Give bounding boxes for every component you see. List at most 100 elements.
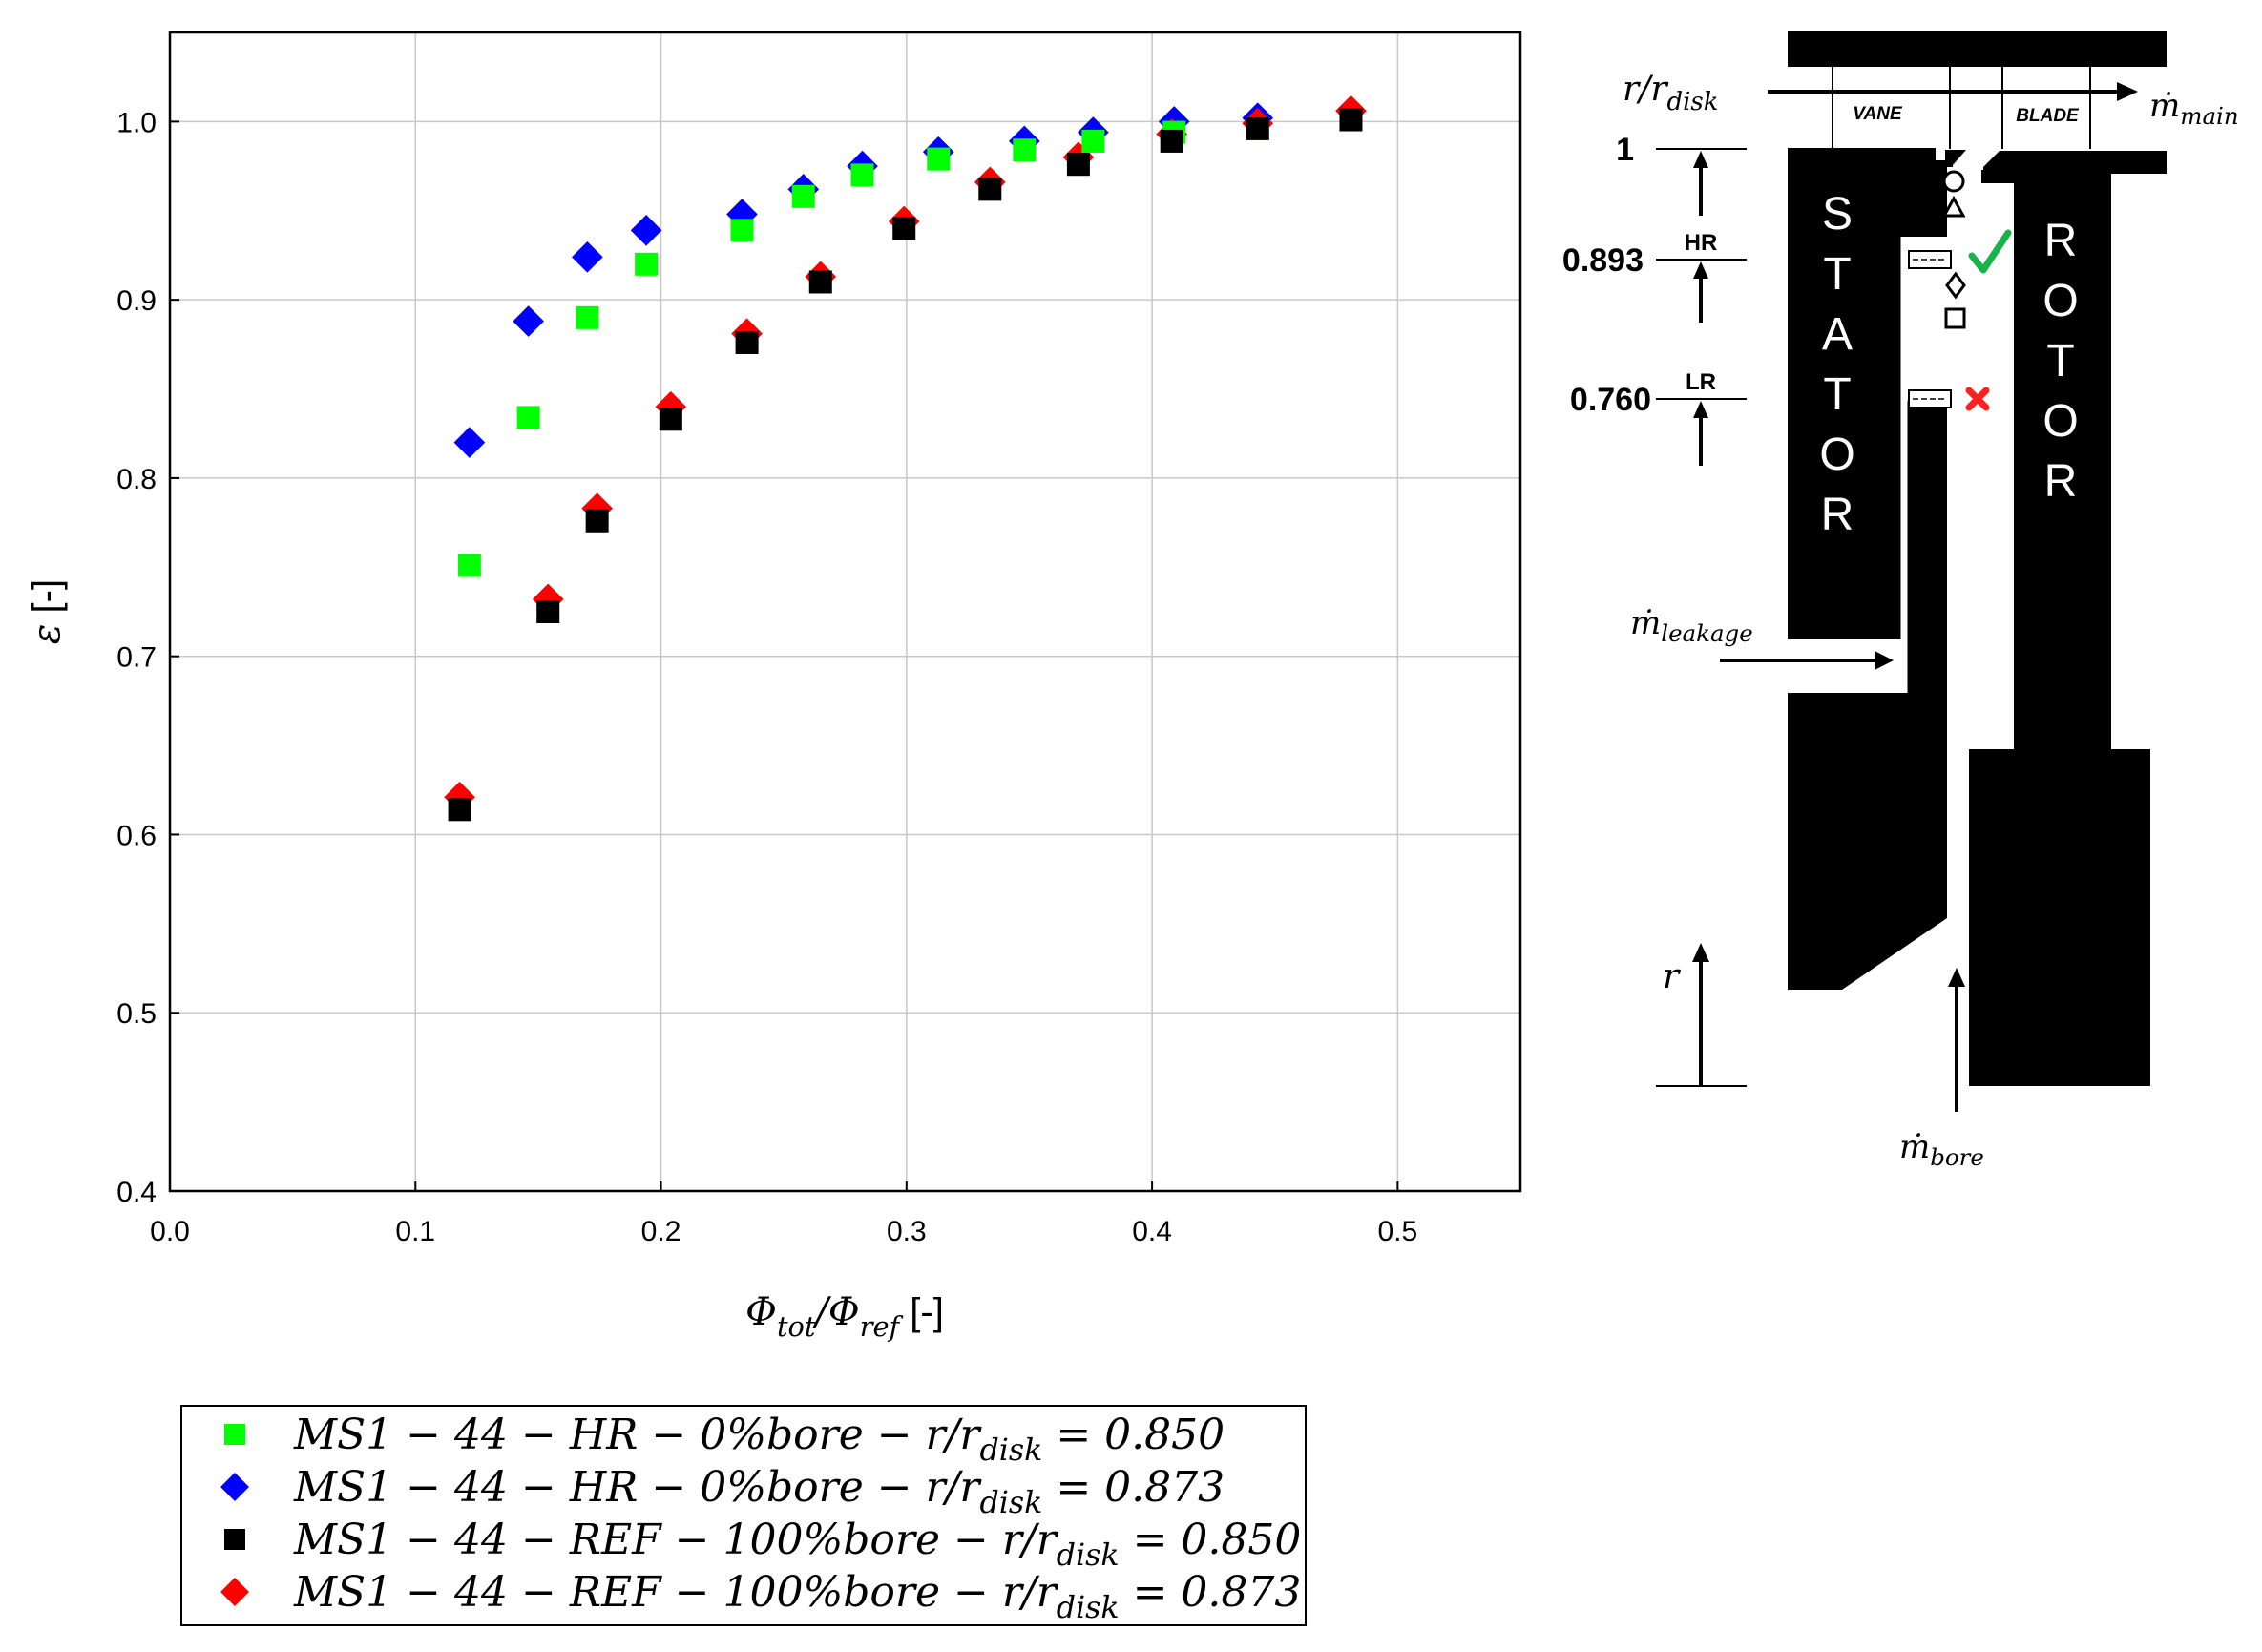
rotor-letter: O <box>2042 396 2078 447</box>
y-tick-label: 0.7 <box>116 642 157 674</box>
data-point <box>808 270 832 294</box>
legend-label: MS1 − 44 − REF − 100%bore − r/rdisk = 0.… <box>293 1568 1301 1625</box>
legend-marker <box>220 1578 249 1606</box>
data-point <box>572 241 603 273</box>
circle-marker <box>1942 170 1965 193</box>
data-point <box>513 305 544 337</box>
hr-label: HR <box>1685 230 1718 256</box>
probe-hr <box>1908 250 1952 269</box>
rotor-letter: T <box>2046 336 2074 387</box>
legend-label: MS1 − 44 − HR − 0%bore − r/rdisk = 0.873 <box>293 1463 1225 1520</box>
square-marker <box>1944 307 1966 329</box>
stator-letter: A <box>1822 309 1853 360</box>
lr-label: LR <box>1686 369 1716 395</box>
legend-items: MS1 − 44 − HR − 0%bore − r/rdisk = 0.850… <box>220 1411 1301 1625</box>
legend-label: MS1 − 44 − HR − 0%bore − r/rdisk = 0.850 <box>293 1411 1225 1468</box>
rotor-letter: R <box>2044 456 2078 507</box>
m-leakage-label: ṁleakage <box>1630 604 1753 647</box>
y-tick-label: 0.6 <box>116 820 157 851</box>
data-point <box>448 798 471 822</box>
data-point <box>516 406 540 429</box>
markers <box>444 94 1367 822</box>
legend-marker <box>224 1424 245 1445</box>
data-point <box>1339 108 1363 132</box>
legend-marker <box>224 1529 245 1550</box>
grid <box>169 32 1520 1192</box>
stator-letter: R <box>1821 490 1854 540</box>
data-point <box>585 509 609 533</box>
stator-lower <box>1788 401 1947 990</box>
stator-letter: S <box>1822 189 1853 240</box>
plot-background <box>170 32 1520 1191</box>
data-point <box>576 305 599 329</box>
blade-label: BLADE <box>2016 106 2080 126</box>
x-tick-label: 0.0 <box>150 1216 190 1247</box>
rr-disk-label: r/rdisk <box>1623 70 1718 116</box>
series-2 <box>448 108 1363 822</box>
data-point <box>735 330 759 354</box>
data-point <box>1246 116 1269 140</box>
stator-letter: T <box>1823 249 1851 300</box>
y-tick-label: 0.9 <box>116 285 157 317</box>
level-1-value: 1 <box>1616 132 1634 168</box>
r-axis-label: r <box>1663 957 1681 996</box>
x-axis-title: Φtot/Φref [-] <box>745 1290 944 1343</box>
data-point <box>978 178 1002 201</box>
data-point <box>453 427 486 458</box>
rotor-tip <box>1981 170 2014 183</box>
stator-letter: T <box>1823 369 1851 420</box>
x-tick-label: 0.3 <box>887 1216 927 1247</box>
legend: MS1 − 44 − HR − 0%bore − r/rdisk = 0.850… <box>180 1405 1307 1626</box>
bore-arrowhead <box>1948 968 1965 987</box>
level-3-value: 0.760 <box>1570 382 1651 418</box>
legend-label: MS1 − 44 − REF − 100%bore − r/rdisk = 0.… <box>293 1516 1301 1573</box>
y-axis-title: ε [-] <box>25 579 69 644</box>
data-point <box>659 408 682 431</box>
legend-marker <box>220 1473 249 1501</box>
data-point <box>892 217 916 240</box>
vane-label: VANE <box>1853 104 1903 124</box>
cross-icon <box>1965 387 1990 411</box>
data-point <box>457 554 481 577</box>
level-2-value: 0.893 <box>1562 242 1644 279</box>
plot-frame <box>168 31 1522 1193</box>
ticks: 0.0 0.1 0.2 0.3 0.4 0.5 0.4 0.5 0.6 0.7 0.8 0.9 1.0 <box>116 107 1417 1247</box>
rotor-letter: O <box>2042 276 2078 326</box>
m-bore-label: ṁbore <box>1899 1128 1984 1171</box>
data-point <box>1160 129 1183 153</box>
data-point <box>444 781 475 813</box>
data-point <box>581 492 613 524</box>
data-point <box>1081 129 1105 153</box>
y-tick-label: 0.5 <box>116 998 157 1030</box>
data-point <box>630 214 662 246</box>
data-point <box>730 219 754 242</box>
m-main-label: ṁmain <box>2149 87 2239 130</box>
rotor-body <box>1969 151 2167 1086</box>
data-point <box>635 252 659 276</box>
up-arrows <box>1693 151 1708 466</box>
triangle-marker <box>1941 195 1966 218</box>
rotor-letter: R <box>2044 216 2078 266</box>
data-point <box>927 147 951 171</box>
data-point <box>791 184 815 208</box>
leakage-channel <box>1897 237 1911 693</box>
data-point <box>1066 153 1090 177</box>
probe-lr <box>1908 389 1952 408</box>
check-icon <box>1968 229 2012 274</box>
diamond-marker <box>1945 271 1966 300</box>
data-point <box>850 163 874 187</box>
x-tick-label: 0.2 <box>641 1216 681 1247</box>
y-tick-label: 0.4 <box>116 1177 157 1208</box>
main-flow-arrowhead <box>2117 82 2138 101</box>
stator-letter: O <box>1819 429 1854 480</box>
data-point <box>726 199 758 230</box>
data-point <box>536 600 560 623</box>
x-tick-label: 0.4 <box>1132 1216 1172 1247</box>
plot: 0.0 0.1 0.2 0.3 0.4 0.50.40.50.60.70.80.91.0 … <box>25 31 1522 1343</box>
casing-top <box>1788 31 2167 67</box>
y-tick-label: 0.8 <box>116 464 157 495</box>
